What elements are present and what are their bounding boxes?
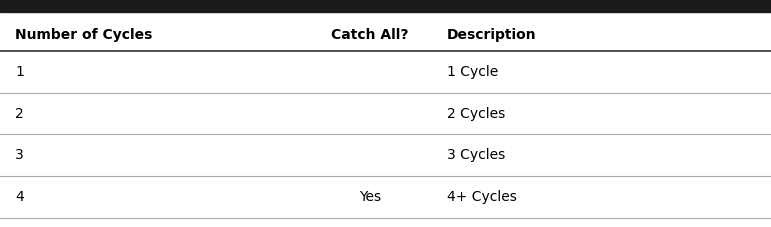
Text: 4: 4 <box>15 190 24 204</box>
Text: 4+ Cycles: 4+ Cycles <box>447 190 517 204</box>
Text: Description: Description <box>447 28 537 42</box>
Text: 1: 1 <box>15 65 25 79</box>
Bar <box>0 0 771 12</box>
Text: Yes: Yes <box>359 190 381 204</box>
Text: 3 Cycles: 3 Cycles <box>447 148 506 162</box>
Text: Catch All?: Catch All? <box>332 28 409 42</box>
Text: 2: 2 <box>15 107 24 121</box>
Text: 1 Cycle: 1 Cycle <box>447 65 498 79</box>
Text: Number of Cycles: Number of Cycles <box>15 28 153 42</box>
Text: 2 Cycles: 2 Cycles <box>447 107 506 121</box>
Text: 3: 3 <box>15 148 24 162</box>
